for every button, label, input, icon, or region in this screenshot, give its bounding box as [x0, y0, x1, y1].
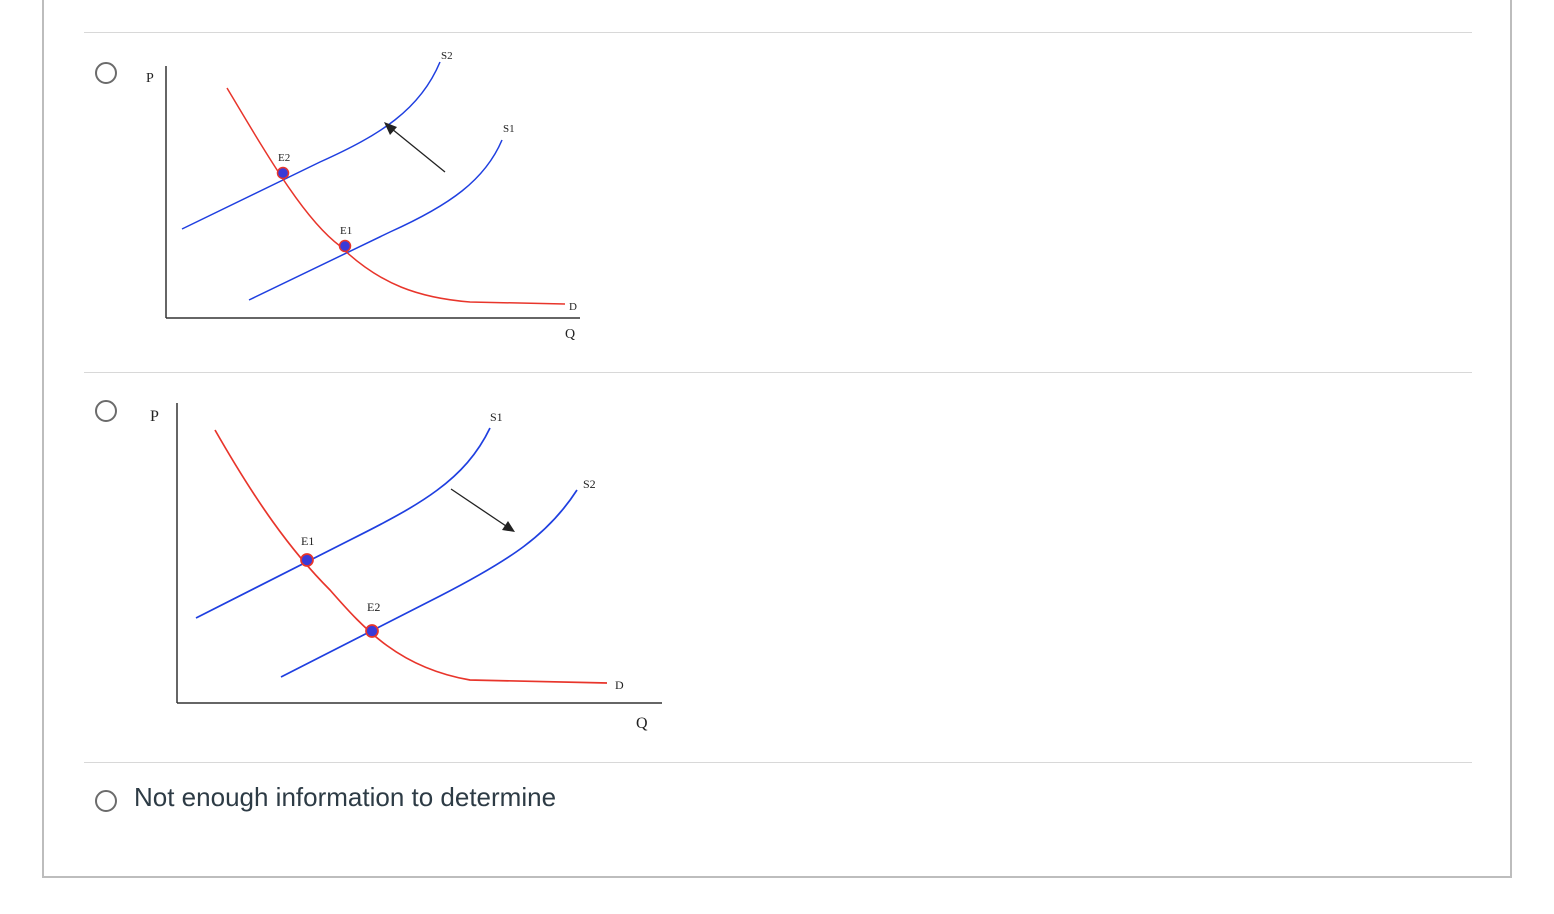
point-label-e1: E1 [340, 225, 352, 237]
point-label-e1: E1 [301, 534, 314, 548]
option-3-radio[interactable] [95, 790, 117, 812]
demand-curve [214, 429, 608, 684]
equilibrium-point-e1 [300, 553, 314, 567]
point-label-e2: E2 [367, 600, 380, 614]
shift-arrow [391, 128, 446, 173]
shift-arrow [450, 488, 507, 527]
curve-label-s2: S2 [441, 50, 453, 62]
divider [84, 372, 1472, 373]
supply-curve-s2 [280, 489, 578, 678]
curve-label-d: D [615, 678, 624, 692]
equilibrium-point-e2 [276, 166, 290, 180]
equilibrium-point-e2 [365, 624, 379, 638]
arrowhead-icon [502, 521, 515, 532]
point-label-e2: E2 [278, 152, 290, 164]
divider [84, 762, 1472, 763]
y-axis-label: P [146, 71, 154, 86]
x-axis-label: Q [636, 715, 648, 732]
equilibrium-point-e1 [338, 239, 352, 253]
supply-curve-s1 [195, 427, 491, 619]
curve-label-d: D [569, 301, 577, 313]
question-panel [42, 0, 1512, 878]
curve-label-s1: S1 [503, 123, 515, 135]
arrowhead-icon [384, 122, 397, 135]
divider [84, 32, 1472, 33]
option-1-radio[interactable] [95, 62, 117, 84]
supply-curve-s1 [248, 139, 503, 301]
supply-curve-s2 [181, 61, 441, 230]
option-2-radio[interactable] [95, 400, 117, 422]
curve-label-s1: S1 [490, 410, 503, 424]
x-axis-label: Q [565, 327, 575, 342]
curve-label-s2: S2 [583, 477, 596, 491]
option-3-label[interactable]: Not enough information to determine [134, 782, 557, 812]
y-axis-label: P [150, 408, 159, 425]
